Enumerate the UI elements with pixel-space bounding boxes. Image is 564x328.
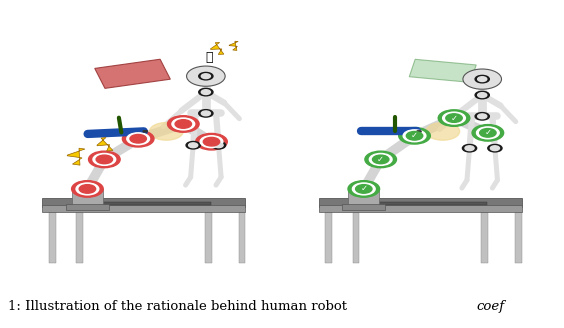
- Circle shape: [406, 132, 423, 140]
- FancyBboxPatch shape: [515, 212, 522, 263]
- Circle shape: [175, 120, 192, 128]
- Circle shape: [149, 122, 183, 140]
- Circle shape: [490, 146, 500, 151]
- Circle shape: [201, 90, 210, 94]
- FancyBboxPatch shape: [99, 202, 211, 205]
- Text: ✓: ✓: [411, 131, 418, 140]
- FancyBboxPatch shape: [76, 212, 83, 263]
- Polygon shape: [67, 148, 85, 165]
- Circle shape: [76, 183, 99, 195]
- Circle shape: [199, 110, 213, 117]
- Circle shape: [478, 77, 487, 81]
- FancyBboxPatch shape: [352, 212, 359, 263]
- FancyBboxPatch shape: [42, 198, 245, 207]
- Circle shape: [196, 133, 227, 150]
- FancyBboxPatch shape: [319, 198, 522, 207]
- Circle shape: [477, 127, 499, 139]
- Polygon shape: [229, 41, 238, 51]
- FancyBboxPatch shape: [342, 204, 385, 210]
- Text: 🧠: 🧠: [205, 51, 213, 64]
- Circle shape: [79, 185, 96, 193]
- Text: coef: coef: [477, 300, 505, 313]
- Circle shape: [475, 113, 490, 120]
- Circle shape: [96, 155, 113, 164]
- FancyBboxPatch shape: [49, 212, 56, 263]
- Circle shape: [201, 111, 210, 116]
- Circle shape: [369, 154, 392, 165]
- Circle shape: [462, 144, 477, 152]
- FancyBboxPatch shape: [325, 212, 332, 263]
- Circle shape: [199, 88, 213, 96]
- Circle shape: [465, 146, 474, 151]
- Circle shape: [355, 185, 372, 193]
- Circle shape: [365, 151, 396, 168]
- Circle shape: [488, 144, 502, 152]
- Circle shape: [399, 128, 430, 144]
- Circle shape: [348, 181, 380, 197]
- Circle shape: [122, 131, 154, 147]
- Circle shape: [438, 110, 470, 126]
- Circle shape: [187, 66, 225, 86]
- Text: ✓: ✓: [360, 184, 367, 194]
- Polygon shape: [210, 43, 224, 54]
- Text: ✓: ✓: [484, 128, 491, 137]
- Circle shape: [443, 112, 465, 124]
- Circle shape: [168, 116, 199, 132]
- Text: ✓: ✓: [377, 155, 384, 164]
- Circle shape: [478, 93, 487, 97]
- Circle shape: [478, 114, 487, 119]
- Circle shape: [93, 154, 116, 165]
- Polygon shape: [95, 59, 170, 88]
- Circle shape: [203, 137, 220, 146]
- FancyBboxPatch shape: [481, 212, 488, 263]
- Polygon shape: [97, 137, 113, 151]
- Circle shape: [127, 133, 149, 145]
- Circle shape: [72, 181, 103, 197]
- Text: 1: Illustration of the rationale behind human robot: 1: Illustration of the rationale behind …: [8, 300, 352, 313]
- Text: ✓: ✓: [451, 113, 457, 123]
- Circle shape: [372, 155, 389, 164]
- Circle shape: [463, 69, 501, 89]
- FancyBboxPatch shape: [376, 202, 487, 205]
- Circle shape: [426, 122, 460, 140]
- Circle shape: [200, 136, 223, 148]
- Circle shape: [352, 183, 375, 195]
- Circle shape: [172, 118, 195, 130]
- Circle shape: [446, 114, 462, 122]
- Circle shape: [130, 134, 147, 143]
- FancyBboxPatch shape: [42, 205, 245, 212]
- FancyBboxPatch shape: [72, 189, 103, 205]
- Circle shape: [475, 91, 490, 99]
- FancyBboxPatch shape: [349, 189, 380, 205]
- Circle shape: [403, 130, 426, 142]
- FancyBboxPatch shape: [205, 212, 212, 263]
- Circle shape: [89, 151, 120, 168]
- Circle shape: [188, 143, 198, 148]
- FancyBboxPatch shape: [239, 212, 245, 263]
- Circle shape: [214, 143, 223, 148]
- FancyBboxPatch shape: [65, 204, 109, 210]
- Circle shape: [199, 72, 213, 80]
- FancyBboxPatch shape: [319, 205, 522, 212]
- Circle shape: [201, 74, 210, 78]
- Polygon shape: [409, 59, 476, 82]
- Circle shape: [475, 75, 490, 83]
- Circle shape: [212, 141, 226, 149]
- Circle shape: [479, 129, 496, 137]
- Circle shape: [186, 141, 200, 149]
- Circle shape: [472, 125, 504, 141]
